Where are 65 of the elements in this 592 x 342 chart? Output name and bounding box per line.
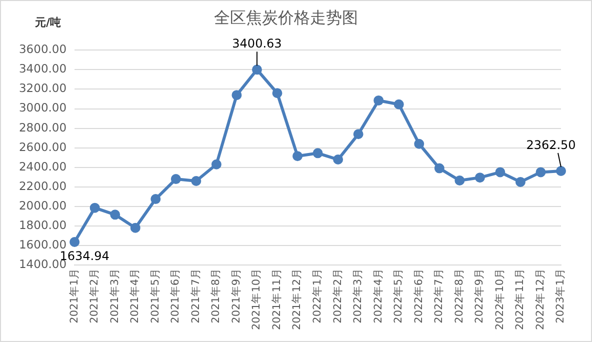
point — [170, 174, 181, 184]
x-tick-label: 2022年5月 — [392, 268, 405, 324]
x-tick-label: 2022年9月 — [474, 268, 486, 324]
point — [130, 222, 140, 233]
point — [374, 95, 384, 106]
x-tick-label: 2021年12月 — [291, 268, 304, 330]
point — [292, 151, 303, 162]
point — [414, 138, 424, 149]
x-tick-label: 2022年7月 — [433, 268, 446, 324]
chart-title: 全区焦炭价格走势图 — [214, 8, 358, 27]
x-tick-label: 2021年3月 — [108, 268, 121, 324]
y-tick-label: 3000.00 — [18, 100, 67, 115]
data-label: 3400.63 — [232, 36, 282, 51]
x-tick-label: 2022年4月 — [372, 268, 384, 324]
x-tick-label: 2022年10月 — [494, 268, 506, 330]
y-tick-label: 2000.00 — [18, 198, 67, 212]
x-tick-label: 2022年8月 — [453, 268, 466, 324]
y-tick-label: 2600.00 — [18, 140, 67, 154]
point — [252, 64, 262, 75]
x-tick-label: 2022年3月 — [352, 268, 364, 324]
x-tick-label: 2022年12月 — [534, 268, 546, 330]
point — [110, 210, 120, 220]
x-tick-label: 2021年4月 — [129, 268, 142, 324]
x-tick-label: 2021年1月 — [68, 268, 80, 324]
point — [454, 175, 465, 186]
point — [272, 88, 282, 98]
y-tick-label: 3200.00 — [18, 81, 67, 96]
point — [90, 202, 100, 213]
x-tick-label: 2023年1月 — [554, 268, 567, 324]
x-tick-label: 2021年11月 — [270, 268, 283, 330]
point — [394, 99, 404, 110]
x-tick-label: 2022年11月 — [514, 268, 526, 330]
x-tick-label: 2022年2月 — [332, 268, 344, 324]
point — [536, 167, 546, 178]
point — [312, 148, 323, 158]
point — [474, 172, 485, 183]
y-axis-title: 元/吨 — [35, 15, 62, 30]
x-tick-label: 2021年5月 — [149, 268, 162, 324]
y-tick-label: 1600.00 — [18, 237, 67, 252]
x-tick-label: 2021年8月 — [210, 268, 222, 324]
x-tick-label: 2021年6月 — [170, 268, 182, 324]
point — [150, 194, 161, 204]
point — [211, 159, 222, 170]
y-tick-label: 2200.00 — [18, 178, 67, 193]
x-tick-label: 2021年7月 — [190, 268, 202, 324]
y-tick-label: 1800.00 — [18, 218, 67, 232]
point — [232, 90, 242, 100]
point — [515, 176, 526, 187]
x-tick-label: 2022年6月 — [412, 268, 425, 324]
point — [434, 163, 444, 174]
x-tick-label: 2022年1月 — [312, 268, 324, 324]
y-tick-label: 2400.00 — [18, 159, 67, 174]
point — [556, 166, 566, 176]
y-tick-label: 2800.00 — [18, 120, 67, 134]
point — [333, 154, 344, 165]
point — [191, 176, 202, 186]
x-tick-label: 2021年2月 — [88, 268, 101, 324]
point — [70, 236, 80, 247]
point — [495, 167, 506, 178]
y-tick-label: 3600.00 — [18, 42, 67, 56]
x-tick-label: 2021年9月 — [230, 268, 242, 324]
y-tick-label: 3400.00 — [18, 62, 67, 76]
x-tick-label: 2021年10月 — [250, 268, 263, 330]
point — [353, 129, 364, 140]
data-label: 2362.50 — [526, 138, 576, 152]
